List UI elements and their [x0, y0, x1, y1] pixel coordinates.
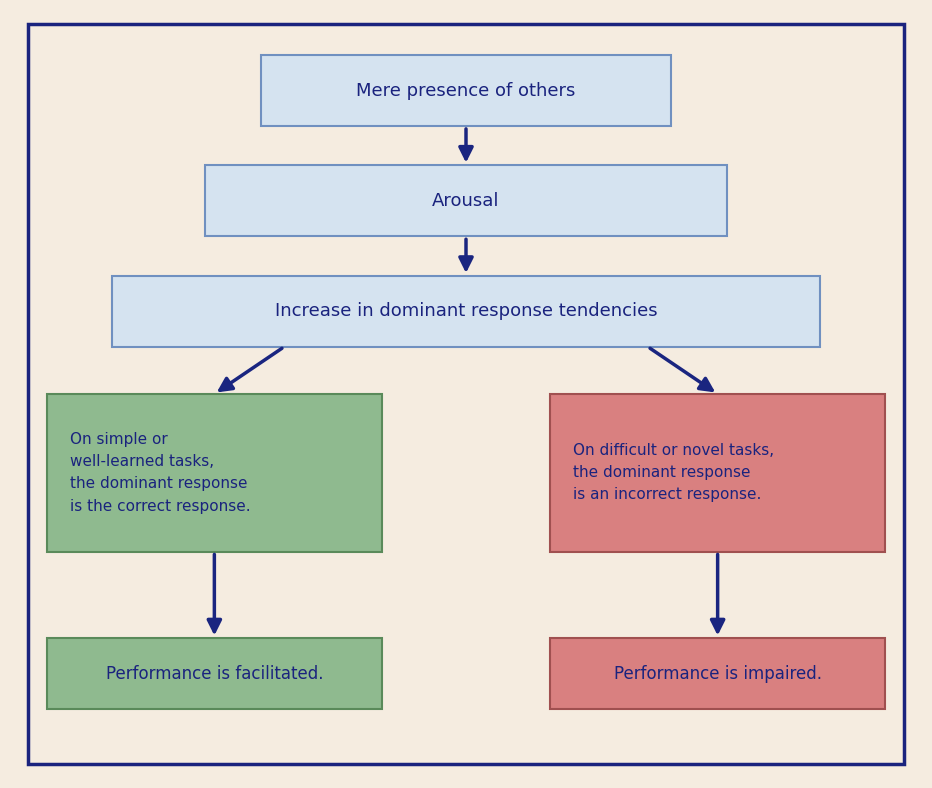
- Text: On simple or
well-learned tasks,
the dominant response
is the correct response.: On simple or well-learned tasks, the dom…: [70, 432, 251, 514]
- FancyBboxPatch shape: [550, 638, 885, 709]
- FancyBboxPatch shape: [47, 394, 382, 552]
- Text: Mere presence of others: Mere presence of others: [356, 82, 576, 99]
- FancyBboxPatch shape: [205, 165, 727, 236]
- FancyBboxPatch shape: [550, 394, 885, 552]
- Text: Arousal: Arousal: [432, 192, 500, 210]
- FancyBboxPatch shape: [112, 276, 820, 347]
- Text: Performance is facilitated.: Performance is facilitated.: [105, 665, 323, 682]
- Text: Performance is impaired.: Performance is impaired.: [613, 665, 822, 682]
- FancyBboxPatch shape: [261, 55, 671, 126]
- Text: Increase in dominant response tendencies: Increase in dominant response tendencies: [275, 303, 657, 320]
- FancyBboxPatch shape: [47, 638, 382, 709]
- Text: On difficult or novel tasks,
the dominant response
is an incorrect response.: On difficult or novel tasks, the dominan…: [573, 443, 774, 503]
